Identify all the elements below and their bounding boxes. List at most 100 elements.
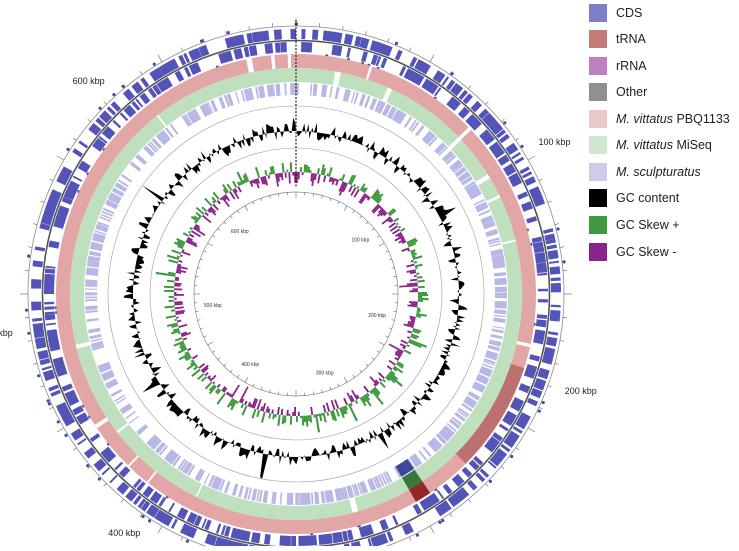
cds-feature	[109, 475, 117, 483]
scale-tick	[88, 119, 91, 122]
legend-label-vittatus-miseq: M. vittatus MiSeq	[616, 137, 712, 153]
cds-feature	[551, 283, 561, 289]
inner-scale-tick	[322, 195, 323, 198]
cds-feature	[77, 438, 86, 445]
legend-item-gc-skew-negative: GC Skew -	[589, 241, 676, 263]
cds-feature	[251, 532, 261, 543]
legend-swatch-rrna	[589, 57, 607, 75]
inner-scale-label: 100 kbp	[351, 237, 369, 243]
outer-scale-label: 100 kbp	[539, 137, 571, 147]
inner-scale-tick	[204, 336, 207, 337]
cds-feature	[524, 176, 536, 186]
gc-skew-positive	[286, 170, 288, 173]
gc-skew-positive	[348, 404, 358, 422]
scale-tick	[555, 224, 559, 225]
gc-skew-negative	[379, 378, 383, 382]
sculpturatus-segment	[284, 83, 286, 95]
gc-skew-negative	[334, 399, 339, 408]
gc-skew-negative	[288, 172, 290, 183]
gc-skew-positive	[315, 414, 320, 432]
sculpturatus-segment	[493, 318, 505, 323]
legend-item-vittatus-miseq: M. vittatus MiSeq	[589, 134, 712, 156]
trna-marker	[489, 480, 492, 483]
inner-scale-tick	[204, 251, 207, 252]
inner-scale-tick	[278, 391, 279, 394]
cds-feature	[45, 266, 55, 269]
legend-item-rrna: rRNA	[589, 55, 647, 77]
sculpturatus-segment	[85, 299, 97, 301]
inner-scale-tick	[230, 370, 232, 372]
gc-skew-negative	[343, 398, 348, 405]
trna-markers	[25, 22, 566, 546]
sculpturatus-segment	[204, 473, 210, 484]
scale-tick	[486, 102, 489, 105]
sculpturatus-segment	[114, 395, 125, 402]
gc-skew-negative	[298, 172, 300, 179]
gc-skew-negative	[281, 409, 284, 416]
trna-marker	[395, 42, 398, 45]
inner-scale-tick	[372, 228, 374, 230]
gc-skew-positive	[232, 181, 237, 188]
gc-skew-negative	[174, 294, 184, 296]
legend-label-gc-content: GC content	[616, 190, 679, 206]
scale-tick	[528, 156, 535, 160]
sculpturatus-segment	[290, 83, 293, 95]
cds-feature	[274, 29, 282, 39]
gc-skew-positive	[417, 276, 423, 279]
sculpturatus-segment	[299, 493, 302, 505]
cds-feature	[346, 48, 351, 58]
cds-feature	[443, 484, 453, 495]
outer-scale-label: 500 kbp	[0, 328, 13, 338]
gc-skew-positive	[418, 300, 423, 302]
inner-scale-tick	[245, 377, 248, 382]
legend-item-other: Other	[589, 81, 647, 103]
scale-tick	[528, 428, 535, 432]
inner-scale-tick	[389, 259, 392, 260]
scale-tick	[539, 179, 543, 181]
gc-skew-positive	[396, 223, 399, 226]
gc-skew-negative	[285, 172, 287, 177]
cds-feature	[50, 390, 61, 397]
trna-marker	[520, 145, 523, 148]
cds-feature	[387, 531, 394, 542]
gc-skew-negative	[202, 215, 211, 223]
cds-feature	[517, 192, 528, 200]
gc-skew-negative	[326, 403, 330, 412]
inner-scale-tick	[360, 370, 362, 372]
legend-swatch-other	[589, 83, 607, 101]
sculpturatus-segment	[490, 334, 502, 339]
trna-marker	[37, 374, 40, 377]
cds-feature	[437, 490, 444, 499]
gc-skew-negative	[294, 407, 296, 416]
inner-scale-tick	[393, 276, 396, 277]
scale-tick	[539, 407, 543, 409]
sculpturatus-segment	[85, 296, 97, 298]
ring-vittatus-pbq1133-gap	[288, 54, 292, 68]
inner-scale-tick	[224, 222, 226, 224]
cds-feature	[462, 467, 473, 478]
inner-scale-tick	[237, 210, 239, 212]
sculpturatus-segment	[89, 251, 101, 257]
outer-scale-label: 200 kbp	[565, 386, 597, 396]
cds-feature	[546, 244, 556, 249]
gc-skew-positive	[204, 198, 212, 207]
legend-label-gc-skew-positive: GC Skew +	[616, 217, 680, 233]
gc-skew-negative	[177, 320, 181, 323]
trna-marker	[438, 521, 441, 524]
sculpturatus-segment	[130, 161, 141, 171]
inner-scale-label: 400 kbp	[241, 362, 259, 368]
cds-feature	[114, 462, 123, 471]
sculpturatus-segment	[494, 309, 506, 314]
gc-skew-positive	[317, 414, 319, 416]
trna-marker	[148, 519, 151, 522]
sculpturatus-segment	[135, 154, 147, 165]
sculpturatus-segment	[251, 488, 257, 500]
sculpturatus-segment	[271, 492, 276, 504]
sculpturatus-segment	[494, 272, 506, 277]
inner-scale-tick	[270, 390, 271, 393]
cds-feature	[333, 32, 342, 43]
gc-skew-positive	[328, 167, 332, 177]
sculpturatus-segment	[495, 295, 507, 298]
gc-skew-positive	[183, 232, 189, 237]
gc-skew-positive	[171, 249, 181, 254]
